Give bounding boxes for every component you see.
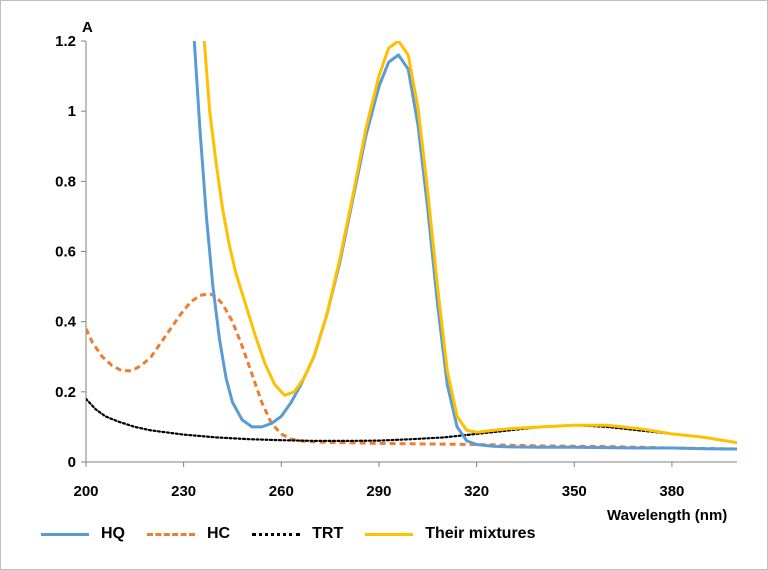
legend-swatch-hc	[147, 532, 195, 536]
y-tick-label: 0	[68, 454, 76, 471]
x-tick-label: 290	[366, 483, 391, 500]
plot-area	[86, 41, 737, 451]
legend-swatch-trt	[252, 532, 301, 536]
legend-item-hc: HC	[147, 525, 230, 543]
legend-swatch-their-mixtures	[365, 532, 414, 536]
series-line-their-mixtures	[202, 41, 737, 445]
x-tick-label: 380	[659, 483, 684, 500]
legend-label-hq: HQ	[101, 525, 125, 542]
series-line-hc	[86, 292, 737, 451]
y-tick-label: 1.2	[55, 33, 76, 50]
series-line-hq	[192, 41, 737, 451]
legend-swatch-hq	[41, 532, 89, 536]
y-axis-label: A	[82, 19, 93, 36]
legend-label-trt: TRT	[312, 525, 344, 542]
series-line-trt	[86, 397, 737, 444]
y-tick-label: 0.6	[55, 244, 76, 261]
y-tick-label: 0.4	[55, 314, 77, 331]
x-tick-label: 260	[269, 483, 294, 500]
legend: HQ HC TRT Their mixtures	[41, 525, 557, 543]
x-tick-label: 350	[562, 483, 587, 500]
x-tick-label: 200	[73, 483, 98, 500]
legend-item-their-mixtures: Their mixtures	[365, 525, 535, 543]
legend-label-hc: HC	[207, 525, 231, 542]
axes: 0 0.2 0.4 0.6 0.8 1 1.2 200 230 260 290 320 350 380	[55, 33, 737, 500]
legend-item-trt: TRT	[252, 525, 343, 543]
legend-label-their-mixtures: Their mixtures	[425, 525, 536, 542]
y-tick-label: 0.2	[55, 384, 76, 401]
x-tick-label: 320	[464, 483, 489, 500]
legend-item-hq: HQ	[41, 525, 125, 543]
y-tick-label: 0.8	[55, 173, 76, 190]
y-tick-label: 1	[68, 103, 76, 120]
x-tick-label: 230	[171, 483, 196, 500]
x-axis-label: Wavelength (nm)	[607, 507, 727, 524]
